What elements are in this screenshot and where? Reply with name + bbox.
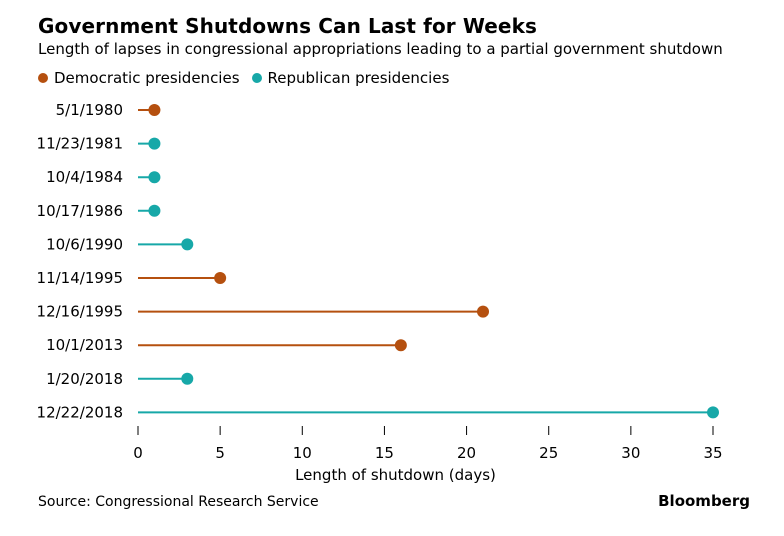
brand-logo: Bloomberg [658,492,750,510]
x-tick-label: 10 [293,444,312,462]
legend-item-republican: Republican presidencies [251,69,450,87]
legend-dot-republican [251,73,262,83]
data-point [181,238,194,251]
x-tick-label: 30 [621,444,640,462]
category-label: 11/23/1981 [37,135,123,153]
data-point [148,104,161,116]
data-point [394,339,407,352]
category-label: 10/17/1986 [37,202,123,220]
x-axis-label: Length of shutdown (days) [295,466,496,484]
data-point [477,305,489,318]
data-point [148,137,161,150]
legend-label-democratic: Democratic presidencies [54,69,240,87]
category-label: 10/1/2013 [46,336,123,354]
category-label: 10/6/1990 [46,235,123,253]
category-label: 10/4/1984 [46,168,123,186]
x-tick-label: 5 [215,444,225,462]
chart-title: Government Shutdowns Can Last for Weeks [38,14,537,38]
source-note: Source: Congressional Research Service [38,494,319,510]
category-label: 12/16/1995 [37,303,123,321]
chart-subtitle: Length of lapses in congressional approp… [38,40,723,58]
legend-item-democratic: Democratic presidencies [38,69,240,87]
category-label: 5/1/1980 [56,101,123,119]
category-label: 11/14/1995 [37,269,123,287]
data-point [181,372,194,385]
category-label: 12/22/2018 [37,403,123,421]
data-point [707,406,719,419]
data-point [214,272,227,284]
x-tick-label: 35 [703,444,722,462]
legend-label-republican: Republican presidencies [267,69,450,87]
data-point [148,171,161,184]
data-point [148,204,161,217]
x-tick-label: 15 [375,444,394,462]
x-tick-label: 20 [457,444,476,462]
chart-legend: Democratic presidencies Republican presi… [38,69,461,87]
x-tick-label: 25 [539,444,558,462]
category-label: 1/20/2018 [46,370,123,388]
legend-dot-democratic [38,73,48,83]
x-tick-label: 0 [133,444,143,462]
